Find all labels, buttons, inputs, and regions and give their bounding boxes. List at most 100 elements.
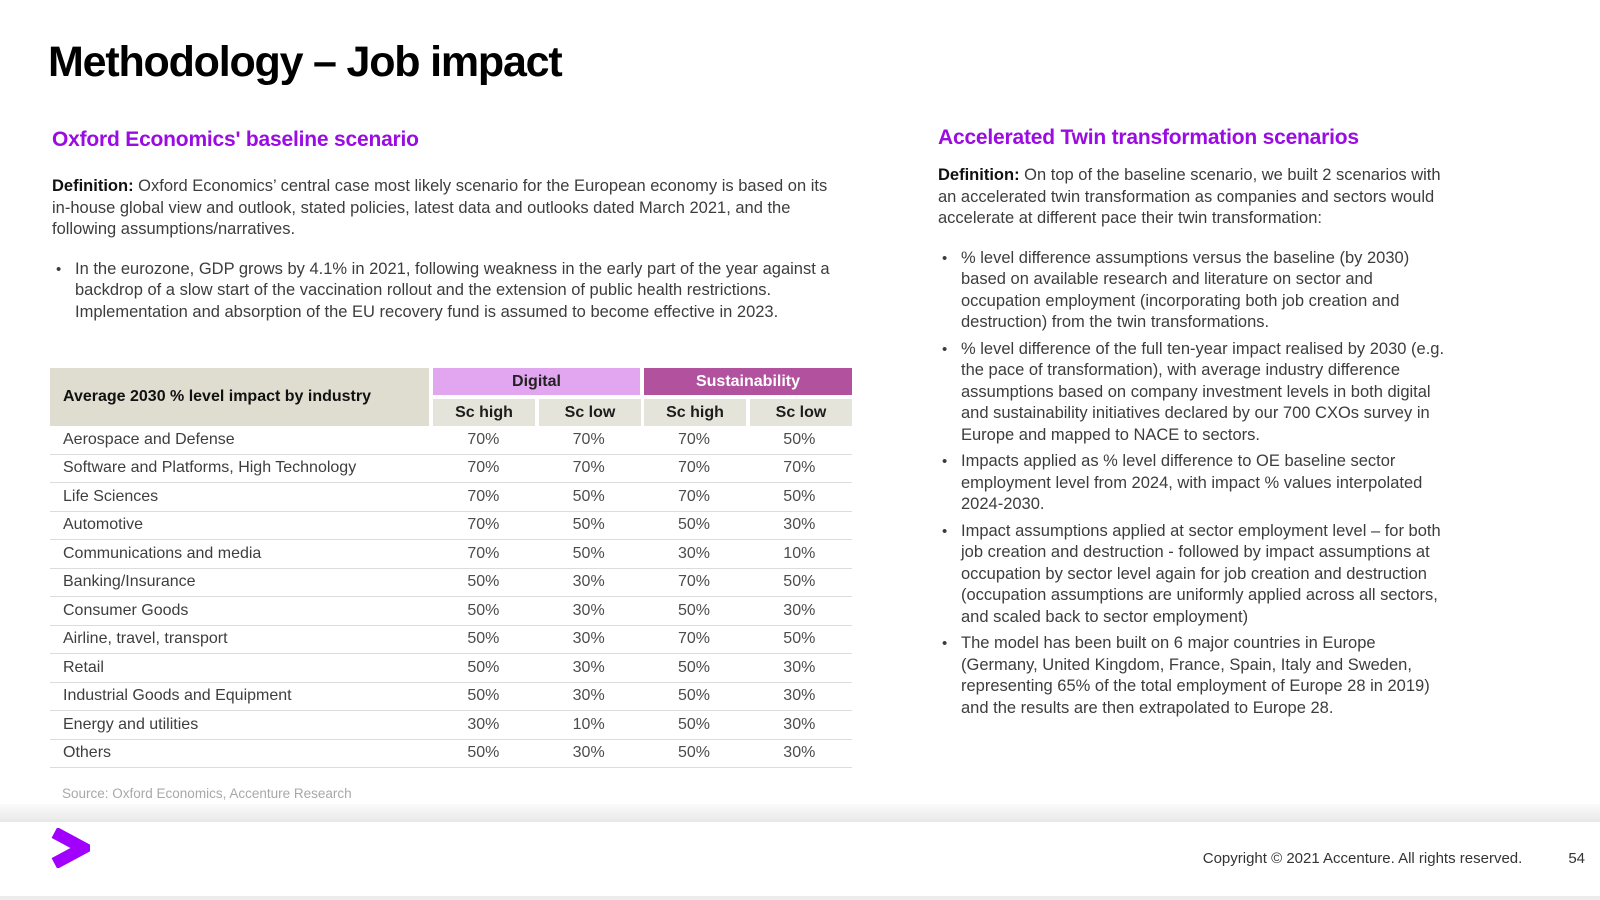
digital-sc-high-value: 70% bbox=[467, 487, 500, 505]
sustainability-sc-low-value: 30% bbox=[783, 601, 816, 619]
right-definition: Definition: On top of the baseline scena… bbox=[938, 165, 1454, 230]
page-title: Methodology – Job impact bbox=[48, 38, 563, 86]
industry-label: Industrial Goods and Equipment bbox=[63, 687, 292, 705]
copyright-text: Copyright © 2021 Accenture. All rights r… bbox=[1202, 850, 1523, 867]
sustainability-sc-low-value: 50% bbox=[783, 630, 816, 648]
digital-sc-low-value: 50% bbox=[572, 544, 605, 562]
sustainability-sc-high-value: 50% bbox=[677, 516, 710, 534]
sustainability-sc-low-value: 30% bbox=[783, 516, 816, 534]
digital-sc-high-value: 50% bbox=[467, 630, 500, 648]
table-row: Aerospace and Defense 70% 70% 70% 50% bbox=[50, 426, 852, 455]
list-item: % level difference of the full ten-year … bbox=[938, 339, 1454, 447]
table-corner-header: Average 2030 % level impact by industry bbox=[50, 368, 429, 426]
digital-sc-low-value: 50% bbox=[572, 487, 605, 505]
digital-sc-low-header: Sc low bbox=[539, 399, 641, 426]
sustainability-sc-high-value: 50% bbox=[677, 687, 710, 705]
sustainability-sc-high-value: 30% bbox=[677, 544, 710, 562]
right-bullet-list: % level difference assumptions versus th… bbox=[938, 248, 1454, 720]
right-section-heading: Accelerated Twin transformation scenario… bbox=[938, 126, 1359, 149]
digital-sc-low-value: 70% bbox=[572, 459, 605, 477]
footer-line: Copyright © 2021 Accenture. All rights r… bbox=[1203, 850, 1585, 867]
table-row: Consumer Goods 50% 30% 50% 30% bbox=[50, 597, 852, 626]
list-item: % level difference assumptions versus th… bbox=[938, 248, 1454, 334]
sustainability-sc-low-value: 30% bbox=[783, 687, 816, 705]
sustainability-sc-low-value: 30% bbox=[783, 658, 816, 676]
sustainability-sc-low-header: Sc low bbox=[750, 399, 852, 426]
impact-table: Average 2030 % level impact by industry … bbox=[50, 368, 852, 768]
industry-label: Energy and utilities bbox=[63, 715, 199, 733]
industry-label: Life Sciences bbox=[63, 487, 159, 505]
table-row: Energy and utilities 30% 10% 50% 30% bbox=[50, 711, 852, 740]
table-row: Communications and media 70% 50% 30% 10% bbox=[50, 540, 852, 569]
sustainability-sc-high-value: 50% bbox=[677, 658, 710, 676]
table-row: Automotive 70% 50% 50% 30% bbox=[50, 512, 852, 540]
definition-text: On top of the baseline scenario, we buil… bbox=[938, 166, 1441, 227]
industry-label: Automotive bbox=[63, 516, 144, 534]
list-item: In the eurozone, GDP grows by 4.1% in 20… bbox=[52, 259, 844, 324]
table-row: Banking/Insurance 50% 30% 70% 50% bbox=[50, 569, 852, 597]
table-row: Industrial Goods and Equipment 50% 30% 5… bbox=[50, 683, 852, 711]
table-header: Average 2030 % level impact by industry … bbox=[50, 368, 852, 426]
source-note: Source: Oxford Economics, Accenture Rese… bbox=[62, 786, 352, 801]
left-section-heading: Oxford Economics' baseline scenario bbox=[52, 128, 419, 151]
digital-sc-high-value: 70% bbox=[467, 430, 500, 448]
industry-label: Communications and media bbox=[63, 544, 262, 562]
digital-group-header: Digital bbox=[433, 368, 640, 395]
table-row: Life Sciences 70% 50% 70% 50% bbox=[50, 483, 852, 512]
digital-sc-high-header: Sc high bbox=[433, 399, 535, 426]
list-item: The model has been built on 6 major coun… bbox=[938, 633, 1454, 719]
bottom-edge-strip bbox=[0, 896, 1600, 900]
sustainability-sc-low-value: 50% bbox=[783, 430, 816, 448]
digital-sc-high-value: 50% bbox=[467, 744, 500, 762]
sustainability-sc-high-value: 50% bbox=[677, 715, 710, 733]
digital-sc-high-value: 70% bbox=[467, 516, 500, 534]
list-item: Impact assumptions applied at sector emp… bbox=[938, 521, 1454, 629]
table-row: Retail 50% 30% 50% 30% bbox=[50, 654, 852, 683]
industry-label: Consumer Goods bbox=[63, 601, 189, 619]
digital-sc-low-value: 70% bbox=[572, 430, 605, 448]
digital-sc-high-value: 70% bbox=[467, 459, 500, 477]
industry-label: Retail bbox=[63, 658, 104, 676]
left-bullet-list: In the eurozone, GDP grows by 4.1% in 20… bbox=[52, 259, 844, 324]
digital-sc-high-value: 50% bbox=[467, 658, 500, 676]
industry-label: Aerospace and Defense bbox=[63, 430, 235, 448]
left-definition: Definition: Oxford Economics’ central ca… bbox=[52, 176, 844, 241]
sustainability-sc-low-value: 30% bbox=[783, 715, 816, 733]
table-row: Airline, travel, transport 50% 30% 70% 5… bbox=[50, 626, 852, 654]
industry-label: Banking/Insurance bbox=[63, 573, 196, 591]
right-column: Accelerated Twin transformation scenario… bbox=[938, 118, 1454, 724]
definition-label: Definition: bbox=[938, 166, 1020, 184]
digital-sc-low-value: 50% bbox=[572, 516, 605, 534]
sustainability-group-header: Sustainability bbox=[644, 368, 852, 395]
sustainability-sc-high-value: 70% bbox=[677, 487, 710, 505]
sustainability-sc-high-value: 50% bbox=[677, 744, 710, 762]
digital-sc-low-value: 30% bbox=[572, 744, 605, 762]
digital-sc-low-value: 30% bbox=[572, 601, 605, 619]
sustainability-sc-low-value: 50% bbox=[783, 487, 816, 505]
digital-sc-low-value: 30% bbox=[572, 573, 605, 591]
left-column: Oxford Economics' baseline scenario Defi… bbox=[52, 120, 844, 328]
digital-sc-high-value: 50% bbox=[467, 601, 500, 619]
table-row: Others 50% 30% 50% 30% bbox=[50, 740, 852, 768]
sustainability-sc-high-header: Sc high bbox=[644, 399, 746, 426]
footer-divider bbox=[0, 804, 1600, 822]
table-body: Aerospace and Defense 70% 70% 70% 50% So… bbox=[50, 426, 852, 768]
digital-sc-low-value: 10% bbox=[572, 715, 605, 733]
accenture-logo bbox=[51, 828, 90, 868]
sustainability-sc-low-value: 30% bbox=[783, 744, 816, 762]
digital-sc-low-value: 30% bbox=[572, 630, 605, 648]
digital-sc-high-value: 70% bbox=[467, 544, 500, 562]
list-item: Impacts applied as % level difference to… bbox=[938, 451, 1454, 516]
sustainability-sc-high-value: 70% bbox=[677, 430, 710, 448]
page-number: 54 bbox=[1568, 850, 1585, 867]
sustainability-sc-low-value: 50% bbox=[783, 573, 816, 591]
definition-label: Definition: bbox=[52, 177, 134, 195]
definition-text: Oxford Economics’ central case most like… bbox=[52, 177, 828, 238]
digital-sc-low-value: 30% bbox=[572, 658, 605, 676]
sustainability-sc-high-value: 70% bbox=[677, 630, 710, 648]
table-row: Software and Platforms, High Technology … bbox=[50, 455, 852, 483]
digital-sc-high-value: 30% bbox=[467, 715, 500, 733]
sustainability-sc-high-value: 70% bbox=[677, 573, 710, 591]
industry-label: Airline, travel, transport bbox=[63, 630, 228, 648]
